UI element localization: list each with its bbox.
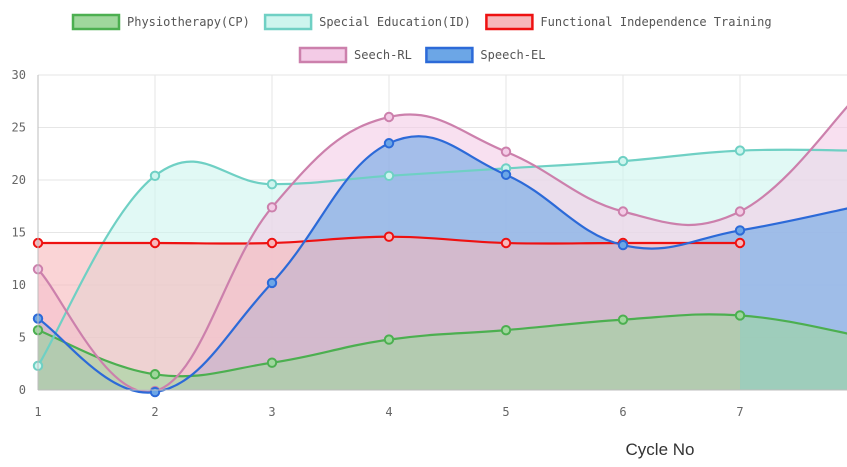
legend-label: Special Education(ID) — [319, 15, 471, 29]
data-point — [383, 138, 395, 149]
data-point — [149, 386, 161, 398]
data-point — [149, 170, 161, 182]
data-point — [500, 169, 512, 180]
legend-item: Seech-RL — [298, 46, 412, 64]
data-point — [149, 369, 161, 380]
legend-label: Physiotherapy(CP) — [127, 15, 250, 29]
data-point — [617, 314, 629, 325]
y-tick-label: 25 — [12, 121, 26, 135]
data-point — [383, 334, 395, 345]
data-point — [734, 237, 746, 249]
data-point — [734, 206, 746, 217]
x-tick-label: 4 — [385, 405, 392, 419]
series-area — [38, 314, 847, 390]
y-tick-label: 20 — [12, 173, 26, 187]
data-point — [734, 145, 746, 156]
series-line — [37, 135, 847, 394]
x-tick-label: 6 — [619, 405, 626, 419]
data-point — [266, 202, 278, 213]
x-tick-label: 5 — [502, 405, 509, 419]
y-tick-label: 15 — [12, 226, 26, 240]
data-point — [617, 206, 629, 217]
data-point — [383, 111, 395, 123]
series-line — [37, 148, 847, 367]
data-point — [383, 170, 395, 182]
legend-swatch — [71, 13, 121, 31]
legend-swatch — [485, 13, 534, 31]
x-tick-label: 1 — [34, 405, 41, 419]
x-axis-title: Cycle No — [625, 440, 695, 459]
x-tick-label: 3 — [268, 405, 275, 419]
legend-swatch — [263, 13, 313, 31]
legend-label: Functional Independence Training — [540, 15, 771, 29]
data-point — [734, 225, 746, 236]
x-tick-label: 2 — [151, 405, 158, 419]
legend-swatch — [425, 46, 474, 64]
y-tick-label: 10 — [12, 278, 26, 292]
axes: 0 5 10 15 20 25 30 1 2 3 4 5 6 7 — [12, 68, 847, 419]
y-tick-label: 5 — [19, 331, 26, 345]
data-point — [266, 357, 278, 368]
data-point — [383, 231, 395, 242]
data-point — [266, 237, 278, 249]
y-tick-label: 30 — [12, 68, 26, 82]
legend-swatch — [298, 46, 348, 64]
data-point — [500, 237, 512, 249]
data-point — [734, 310, 746, 321]
legend-label: Speech-EL — [480, 48, 545, 62]
series-points — [32, 111, 746, 398]
data-point — [149, 237, 161, 249]
legend: Physiotherapy(CP) Special Education(ID) Fu… — [71, 13, 772, 64]
legend-item: Physiotherapy(CP) — [71, 13, 250, 31]
legend-label: Seech-RL — [354, 48, 412, 62]
data-point — [500, 324, 512, 336]
data-point — [266, 179, 278, 190]
legend-item: Functional Independence Training — [485, 13, 772, 31]
y-tick-label: 0 — [19, 383, 26, 397]
data-point — [266, 277, 278, 289]
legend-item: Speech-EL — [425, 46, 545, 64]
data-point — [617, 155, 629, 167]
x-tick-label: 7 — [736, 405, 743, 419]
data-point — [500, 146, 512, 157]
legend-item: Special Education(ID) — [263, 13, 471, 31]
data-point — [617, 239, 629, 251]
